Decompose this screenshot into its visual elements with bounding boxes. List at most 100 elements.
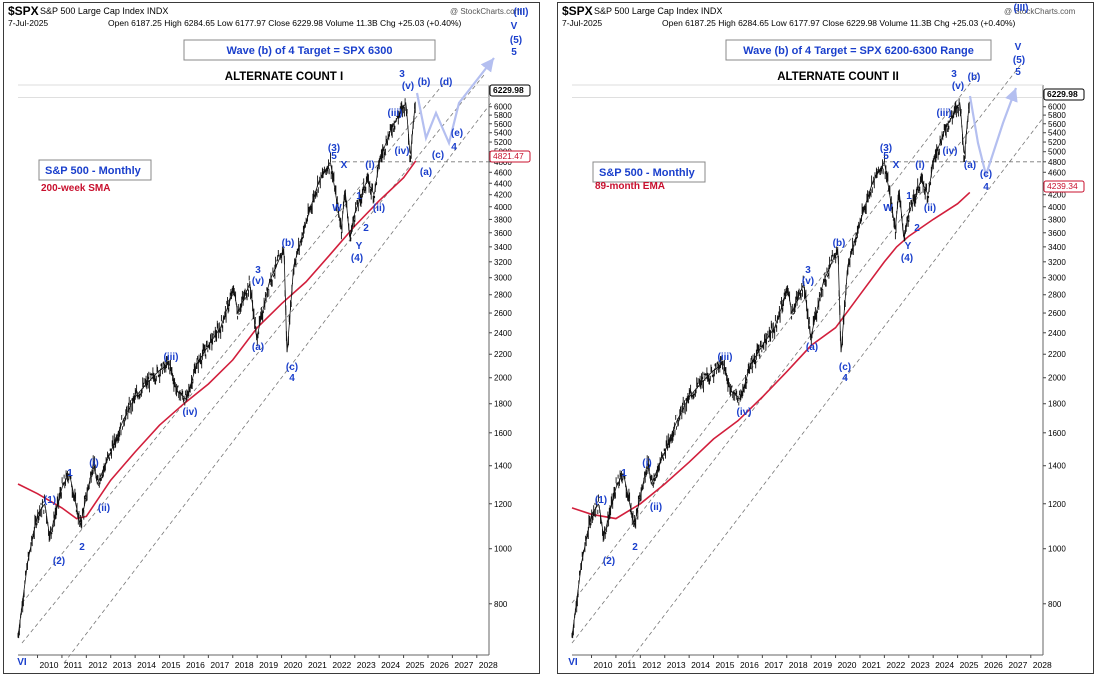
wave-label: (v) (252, 276, 264, 287)
channel-line (21, 74, 485, 644)
x-tick-label: 2010 (40, 660, 59, 670)
y-tick-label: 2600 (494, 309, 512, 318)
x-tick-label: 2014 (137, 660, 156, 670)
x-tick-label: 2028 (479, 660, 498, 670)
x-tick-label: 2020 (284, 660, 303, 670)
wave-label: (3) (328, 143, 340, 154)
wave-label: 3 (255, 265, 261, 276)
wave-label: (ii) (924, 203, 936, 214)
wave-label: V (1015, 42, 1022, 53)
wave-label: (3) (880, 143, 892, 154)
wave-label: (c) (286, 362, 298, 373)
x-tick-label: 2020 (838, 660, 857, 670)
y-tick-label: 800 (1048, 600, 1062, 609)
x-tick-label: 2013 (667, 660, 686, 670)
moving-average-line (17, 160, 417, 520)
x-tick-label: 2017 (764, 660, 783, 670)
last-price-box: 6229.98 (1047, 89, 1078, 99)
x-tick-label: 2021 (308, 660, 327, 670)
wave-label: 1 (356, 191, 362, 202)
chart-date: 7-Jul-2025 (562, 18, 602, 28)
moving-average-line (571, 191, 971, 520)
y-tick-label: 1000 (494, 545, 512, 554)
wave-label: 2 (79, 542, 85, 553)
wave-label: (a) (420, 167, 432, 178)
y-tick-label: 3600 (494, 229, 512, 238)
wave-label: (e) (451, 128, 463, 139)
channel-line (627, 117, 1044, 664)
chart-panel-right: $SPX S&P 500 Large Cap Index INDX @ StockC… (557, 2, 1094, 674)
wave-label: (b) (418, 77, 431, 88)
x-tick-label: 2015 (716, 660, 735, 670)
x-tick-label: 2024 (381, 660, 400, 670)
y-tick-label: 5600 (1048, 120, 1066, 129)
y-tick-label: 3200 (494, 258, 512, 267)
wave-label: (iii) (388, 108, 403, 119)
y-tick-label: 1800 (1048, 400, 1066, 409)
wave-label: Y (905, 241, 912, 252)
x-tick-label: 2023 (911, 660, 930, 670)
wave-label: X (893, 160, 900, 171)
y-tick-label: 5800 (494, 111, 512, 120)
y-tick-label: 1800 (494, 400, 512, 409)
projection-arrow (968, 87, 1018, 179)
wave-label: (c) (432, 150, 444, 161)
wave-label: (i) (365, 160, 374, 171)
wave-label: 4 (842, 373, 848, 384)
y-tick-label: 4600 (494, 168, 512, 177)
price-series (571, 98, 970, 639)
wave-label: (ii) (98, 503, 110, 514)
y-tick-label: 1200 (494, 500, 512, 509)
watermark: @ StockCharts.com (1004, 7, 1076, 16)
y-tick-label: 2600 (1048, 309, 1066, 318)
x-tick-label: 2021 (862, 660, 881, 670)
y-tick-label: 2000 (494, 374, 512, 383)
x-tick-label: 2012 (88, 660, 107, 670)
wave-label: (III) (1014, 3, 1029, 14)
wave-label: (v) (802, 276, 814, 287)
chart-svg: $SPX S&P 500 Large Cap Index INDX @ StockC… (562, 3, 1085, 670)
wave-label: (1) (595, 495, 607, 506)
wave-label: 4 (983, 182, 989, 193)
target-box-label: Wave (b) of 4 Target = SPX 6200-6300 Ran… (743, 45, 974, 57)
wave-label: (2) (53, 556, 65, 567)
wave-label: (a) (964, 160, 976, 171)
y-tick-label: 4000 (1048, 203, 1066, 212)
wave-label: V (511, 21, 518, 32)
wave-label: (d) (440, 77, 453, 88)
wave-label: (5) (1013, 55, 1025, 66)
y-tick-label: 3000 (1048, 274, 1066, 283)
y-tick-label: 1200 (1048, 500, 1066, 509)
ticker-symbol: $SPX (8, 4, 39, 18)
y-tick-label: 3400 (1048, 243, 1066, 252)
wave-label: 1 (906, 191, 912, 202)
price-stats: Open 6187.25 High 6284.65 Low 6177.97 Cl… (108, 18, 461, 28)
wave-label: (ii) (373, 203, 385, 214)
wave-label: 5 (883, 151, 889, 162)
channel-line (571, 72, 979, 604)
moving-average-label: 200-week SMA (41, 183, 110, 194)
x-tick-label: 2017 (210, 660, 229, 670)
x-tick-label: 2015 (162, 660, 181, 670)
y-tick-label: 4000 (494, 203, 512, 212)
x-tick-label: 2013 (113, 660, 132, 670)
y-tick-label: 2400 (1048, 329, 1066, 338)
y-tick-label: 4200 (1048, 191, 1066, 200)
wave-label: (i) (915, 160, 924, 171)
y-tick-label: 3400 (494, 243, 512, 252)
channel-line (63, 102, 492, 664)
wave-label: (a) (806, 342, 818, 353)
wave-label: (i) (89, 458, 98, 469)
wave-label: (iv) (943, 146, 958, 157)
y-tick-label: 5200 (494, 138, 512, 147)
y-tick-label: 5800 (1048, 111, 1066, 120)
wave-label: (b) (968, 72, 981, 83)
x-tick-label: 2028 (1033, 660, 1052, 670)
wave-label: 5 (1015, 67, 1021, 78)
y-tick-label: 5200 (1048, 138, 1066, 147)
y-tick-label: 5400 (1048, 129, 1066, 138)
index-name: S&P 500 Large Cap Index INDX (594, 6, 722, 16)
y-tick-label: 2200 (1048, 350, 1066, 359)
wave-label: 3 (951, 69, 957, 80)
x-tick-label: 2010 (594, 660, 613, 670)
